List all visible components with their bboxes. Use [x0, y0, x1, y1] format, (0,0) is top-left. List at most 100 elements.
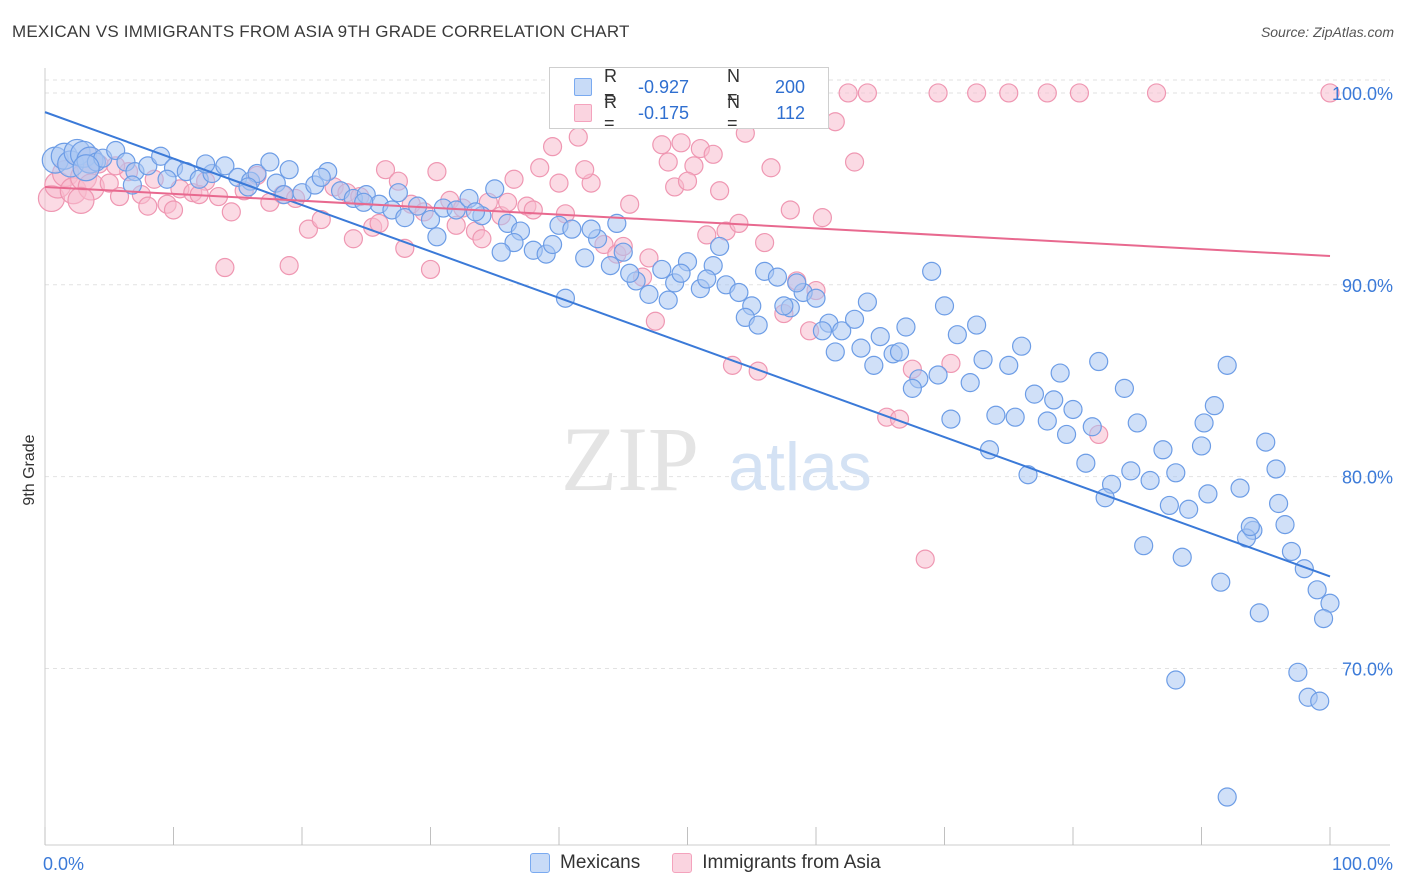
asia-point	[530, 158, 550, 178]
mexican-point	[72, 154, 100, 182]
asia-point	[857, 83, 878, 103]
y-tick-label: 80.0%	[1342, 468, 1393, 488]
mexican-point	[157, 169, 177, 189]
n-value: 200	[774, 76, 805, 97]
mexican-point	[889, 342, 910, 362]
asia-point	[163, 200, 184, 220]
mexican-point	[1011, 336, 1032, 356]
mexican-point	[1121, 461, 1141, 481]
mexican-point	[1153, 440, 1173, 460]
asia-point	[1069, 83, 1090, 103]
mexican-point	[1256, 432, 1276, 452]
mexican-point	[215, 156, 235, 176]
mexican-point	[1307, 580, 1327, 600]
mexican-point	[562, 219, 582, 239]
asia-point	[343, 229, 363, 249]
mexican-point	[1288, 662, 1308, 682]
mexican-point	[1050, 363, 1070, 383]
asia-point	[889, 409, 910, 429]
mexican-point	[1310, 691, 1330, 711]
mexican-point	[767, 267, 788, 287]
mexican-point	[1089, 351, 1109, 372]
mexican-point	[600, 256, 621, 276]
asia-point	[523, 200, 543, 220]
mexican-point	[420, 209, 441, 230]
chart-title: MEXICAN VS IMMIGRANTS FROM ASIA 9TH GRAD…	[12, 22, 630, 41]
asia-point	[427, 162, 447, 182]
asia-point	[99, 173, 119, 193]
asia-point	[575, 160, 595, 180]
mexican-point	[1266, 459, 1286, 479]
asia-point	[999, 83, 1019, 103]
legend-row-mexicans: R = -0.927 N = 200	[574, 66, 805, 107]
r-value: -0.927	[638, 76, 690, 97]
mexicans-trend-line	[44, 111, 1331, 578]
asia-point	[472, 229, 492, 249]
asia-point	[652, 135, 672, 155]
mexican-point	[870, 326, 890, 347]
mexican-point	[857, 292, 878, 312]
mexican-point	[832, 321, 852, 341]
mexican-point	[311, 167, 331, 187]
mexican-point	[967, 315, 987, 335]
legend-item-asia[interactable]: Immigrants from Asia	[672, 852, 881, 874]
mexican-point	[1063, 399, 1083, 420]
mexican-point	[697, 269, 717, 289]
mexican-point	[485, 179, 505, 199]
mexican-point	[354, 192, 374, 212]
mexican-point	[1134, 536, 1154, 556]
n-label: N =	[727, 66, 740, 107]
asia-point	[1146, 83, 1167, 103]
mexican-point	[825, 342, 845, 362]
mexican-point	[639, 284, 659, 304]
mexican-point	[1159, 495, 1179, 516]
mexican-point	[1140, 470, 1160, 491]
mexican-point	[1194, 413, 1214, 433]
y-tick-label: 90.0%	[1342, 276, 1393, 296]
asia-point	[298, 219, 319, 239]
mexican-point	[542, 234, 563, 255]
asia-point	[677, 171, 698, 191]
mexican-point	[138, 156, 158, 176]
legend-item-mexicans[interactable]: Mexicans	[530, 852, 640, 874]
asia-point	[710, 181, 730, 201]
y-axis-label: 9th Grade	[21, 434, 38, 505]
n-label: N =	[727, 92, 740, 133]
mexican-point	[1166, 463, 1186, 483]
mexican-point	[1198, 484, 1218, 504]
mexican-point	[465, 202, 486, 222]
asia-point	[568, 127, 588, 147]
mexican-point	[1044, 390, 1064, 410]
mexican-point	[279, 160, 299, 180]
asia-point	[658, 152, 678, 172]
mexican-point	[1294, 559, 1314, 579]
mexican-point	[1275, 515, 1295, 535]
mexican-point	[729, 282, 749, 303]
mexican-point	[999, 355, 1019, 375]
mexican-point	[652, 259, 672, 280]
x-tick-label-start: 0.0%	[43, 854, 84, 874]
asia-trend-line	[44, 185, 1331, 258]
asia-point	[420, 259, 441, 280]
asia-point	[703, 144, 723, 164]
mexican-point	[427, 227, 447, 247]
asia-point	[138, 196, 158, 216]
series-legend: Mexicans Immigrants from Asia	[530, 852, 913, 874]
mexican-point	[1024, 384, 1045, 404]
mexican-point	[671, 263, 691, 283]
mexican-point	[1114, 378, 1135, 398]
asia-point	[697, 225, 717, 245]
mexican-point	[787, 273, 807, 293]
trend-lines	[44, 111, 1331, 578]
mexican-point	[922, 261, 942, 281]
mexican-point	[1204, 396, 1224, 416]
legend-swatch-pink	[574, 104, 592, 122]
legend-label: Mexicans	[560, 852, 641, 873]
mexican-point	[986, 405, 1006, 425]
mexican-point	[1217, 787, 1237, 807]
legend-swatch-blue	[530, 853, 550, 873]
asia-point	[215, 257, 235, 278]
legend-swatch-pink	[672, 853, 693, 873]
asia-point	[967, 83, 987, 103]
